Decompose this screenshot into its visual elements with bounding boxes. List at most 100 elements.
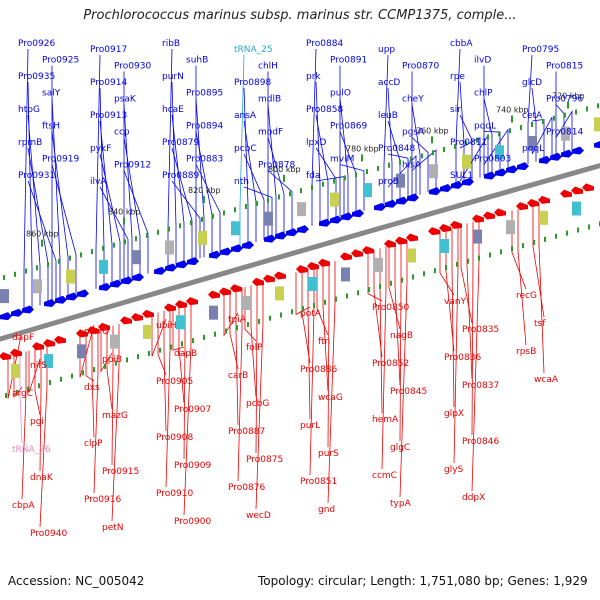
reverse-gene-label-pro0845[interactable]: Pro0845 bbox=[390, 387, 427, 397]
forward-gene-label-pro0884[interactable]: Pro0884 bbox=[306, 39, 343, 49]
forward-gene-label-modf[interactable]: modF bbox=[258, 128, 283, 138]
forward-gene-label-psak[interactable]: psaK bbox=[114, 95, 137, 105]
reverse-gene-label-rpsb[interactable]: rpsB bbox=[516, 347, 536, 357]
forward-gene-label-glcd[interactable]: glcD bbox=[522, 78, 542, 88]
reverse-gene-label-pro0876[interactable]: Pro0876 bbox=[228, 483, 265, 493]
forward-gene-label-sul1[interactable]: SUL1 bbox=[450, 171, 473, 181]
reverse-gene-label-pota[interactable]: potA bbox=[300, 309, 322, 319]
reverse-gene-label-mazg[interactable]: mazG bbox=[102, 411, 128, 421]
forward-gene-label-purn[interactable]: purN bbox=[162, 72, 184, 82]
forward-gene-label-cbba[interactable]: cbbA bbox=[450, 39, 473, 49]
forward-gene-label-rpe[interactable]: rpe bbox=[450, 72, 465, 82]
reverse-gene-label-wcaa[interactable]: wcaA bbox=[534, 375, 559, 385]
reverse-gene-label-nagb[interactable]: nagB bbox=[390, 331, 413, 341]
reverse-gene-label-carb[interactable]: carB bbox=[228, 371, 248, 381]
forward-gene-label-pro0795[interactable]: Pro0795 bbox=[522, 45, 559, 55]
forward-gene-label-lpxd[interactable]: lpxD bbox=[306, 138, 327, 148]
reverse-gene-label-wecd[interactable]: wecD bbox=[246, 511, 271, 521]
forward-gene-label-pro0803[interactable]: Pro0803 bbox=[474, 155, 511, 165]
forward-gene-label-pro0926[interactable]: Pro0926 bbox=[18, 39, 55, 49]
forward-gene-label-rpmb[interactable]: rpmB bbox=[18, 138, 42, 148]
forward-gene-label-hisa[interactable]: hisA bbox=[402, 161, 422, 171]
forward-gene-label-pro0814[interactable]: Pro0814 bbox=[546, 128, 583, 138]
forward-gene-label-trna-25[interactable]: tRNA_25 bbox=[234, 45, 273, 55]
forward-gene-label-pro0891[interactable]: Pro0891 bbox=[330, 56, 367, 66]
forward-gene-label-pcbc[interactable]: pcbC bbox=[234, 144, 257, 154]
forward-gene-label-ansa[interactable]: ansA bbox=[234, 111, 257, 121]
forward-gene-label-pgsa[interactable]: pgsA bbox=[402, 128, 425, 138]
forward-gene-label-pro0815[interactable]: Pro0815 bbox=[546, 62, 583, 72]
forward-gene-label-pro0870[interactable]: Pro0870 bbox=[402, 62, 439, 72]
reverse-gene-label-pro0837[interactable]: Pro0837 bbox=[462, 381, 499, 391]
forward-gene-label-nth[interactable]: nth bbox=[234, 177, 249, 187]
reverse-gene-label-nifs[interactable]: nifS bbox=[30, 361, 47, 371]
forward-gene-label-pro0914[interactable]: Pro0914 bbox=[90, 78, 127, 88]
reverse-gene-label-folp[interactable]: folP bbox=[246, 343, 263, 353]
forward-gene-label-upp[interactable]: upp bbox=[378, 45, 395, 55]
forward-gene-label-htpg[interactable]: htpG bbox=[18, 105, 40, 115]
forward-gene-label-pro0925[interactable]: Pro0925 bbox=[42, 56, 79, 66]
forward-gene-label-ftsh[interactable]: ftsH bbox=[42, 122, 60, 132]
reverse-gene-label-pro0886[interactable]: Pro0886 bbox=[300, 365, 337, 375]
forward-gene-label-pro0912[interactable]: Pro0912 bbox=[114, 161, 151, 171]
reverse-gene-label-pgi[interactable]: pgi bbox=[30, 417, 44, 427]
forward-gene-label-ceta[interactable]: cetA bbox=[522, 111, 543, 121]
reverse-gene-label-glgc[interactable]: glgC bbox=[390, 443, 410, 453]
reverse-gene-label-purl[interactable]: purL bbox=[300, 421, 320, 431]
reverse-gene-label-pro0907[interactable]: Pro0907 bbox=[174, 405, 211, 415]
reverse-gene-label-argc[interactable]: argC bbox=[12, 389, 33, 399]
forward-gene-label-pro0858[interactable]: Pro0858 bbox=[306, 105, 343, 115]
forward-gene-label-pro0895[interactable]: Pro0895 bbox=[186, 89, 223, 99]
forward-gene-label-fda[interactable]: fda bbox=[306, 171, 320, 181]
forward-gene-label-accd[interactable]: accD bbox=[378, 78, 400, 88]
forward-gene-label-prob[interactable]: proB bbox=[378, 177, 399, 187]
reverse-gene-label-pro0846[interactable]: Pro0846 bbox=[462, 437, 499, 447]
forward-gene-label-hcae[interactable]: hcaE bbox=[162, 105, 184, 115]
forward-gene-label-pro0913[interactable]: Pro0913 bbox=[90, 111, 127, 121]
forward-gene-label-prk[interactable]: prk bbox=[306, 72, 321, 82]
reverse-gene-label-pro0940[interactable]: Pro0940 bbox=[30, 529, 67, 539]
forward-gene-label-pro0811[interactable]: Pro0811 bbox=[450, 138, 487, 148]
forward-gene-label-pykf[interactable]: pykF bbox=[90, 144, 111, 154]
reverse-gene-label-glpx[interactable]: glpX bbox=[444, 409, 464, 419]
reverse-gene-label-ftn[interactable]: ftn bbox=[318, 337, 330, 347]
forward-gene-label-pro0919[interactable]: Pro0919 bbox=[42, 155, 79, 165]
reverse-gene-label-recg[interactable]: recG bbox=[516, 291, 537, 301]
forward-gene-label-chey[interactable]: cheY bbox=[402, 95, 424, 105]
reverse-gene-label-petn[interactable]: petN bbox=[102, 523, 124, 533]
forward-gene-label-ribb[interactable]: ribB bbox=[162, 39, 180, 49]
forward-gene-label-saly[interactable]: salY bbox=[42, 89, 61, 99]
forward-gene-label-pqql[interactable]: pqqL bbox=[522, 144, 544, 154]
forward-gene-label-pqql[interactable]: pqqL bbox=[474, 122, 496, 132]
forward-gene-label-pro0894[interactable]: Pro0894 bbox=[186, 122, 223, 132]
forward-gene-label-pro0889[interactable]: Pro0889 bbox=[162, 171, 199, 181]
forward-gene-label-mdlb[interactable]: mdlB bbox=[258, 95, 281, 105]
reverse-gene-label-pro0850[interactable]: Pro0850 bbox=[372, 303, 409, 313]
reverse-gene-label-pro0887[interactable]: Pro0887 bbox=[228, 427, 265, 437]
reverse-gene-label-pro0910[interactable]: Pro0910 bbox=[156, 489, 193, 499]
forward-gene-label-mvim[interactable]: mviM bbox=[330, 155, 354, 165]
reverse-gene-label-glys[interactable]: glyS bbox=[444, 465, 464, 475]
forward-gene-label-ccp[interactable]: ccp bbox=[114, 128, 130, 138]
reverse-gene-label-clpp[interactable]: clpP bbox=[84, 439, 103, 449]
gene-labels[interactable]: Pro0926Pro0925Pro0935salYhtpGftsHrpmBPro… bbox=[12, 39, 583, 539]
reverse-gene-label-dxs[interactable]: dxs bbox=[84, 383, 100, 393]
forward-gene-label-pro0931[interactable]: Pro0931 bbox=[18, 171, 55, 181]
reverse-gene-label-cbpa[interactable]: cbpA bbox=[12, 501, 35, 511]
forward-gene-label-pro0796[interactable]: Pro0796 bbox=[546, 95, 583, 105]
forward-gene-label-ilvd[interactable]: ilvD bbox=[474, 56, 491, 66]
reverse-gene-label-tpia[interactable]: tpiA bbox=[228, 315, 247, 325]
reverse-gene-label-pro0836[interactable]: Pro0836 bbox=[444, 353, 481, 363]
reverse-gene-label-typa[interactable]: typA bbox=[390, 499, 412, 509]
reverse-gene-label-murq[interactable]: murQ bbox=[84, 327, 109, 337]
reverse-gene-label-pro0908[interactable]: Pro0908 bbox=[156, 433, 193, 443]
forward-gene-label-suhb[interactable]: suhB bbox=[186, 56, 208, 66]
forward-gene-label-chlp[interactable]: chlP bbox=[474, 89, 493, 99]
forward-gene-label-pro0917[interactable]: Pro0917 bbox=[90, 45, 127, 55]
reverse-gene-label-pro0875[interactable]: Pro0875 bbox=[246, 455, 283, 465]
forward-gene-label-pro0848[interactable]: Pro0848 bbox=[378, 144, 415, 154]
reverse-gene-label-dnak[interactable]: dnaK bbox=[30, 473, 54, 483]
reverse-gene-label-pro0852[interactable]: Pro0852 bbox=[372, 359, 409, 369]
reverse-gene-label-pcbg[interactable]: pcbG bbox=[246, 399, 269, 409]
forward-gene-label-pro0878[interactable]: Pro0878 bbox=[258, 161, 295, 171]
